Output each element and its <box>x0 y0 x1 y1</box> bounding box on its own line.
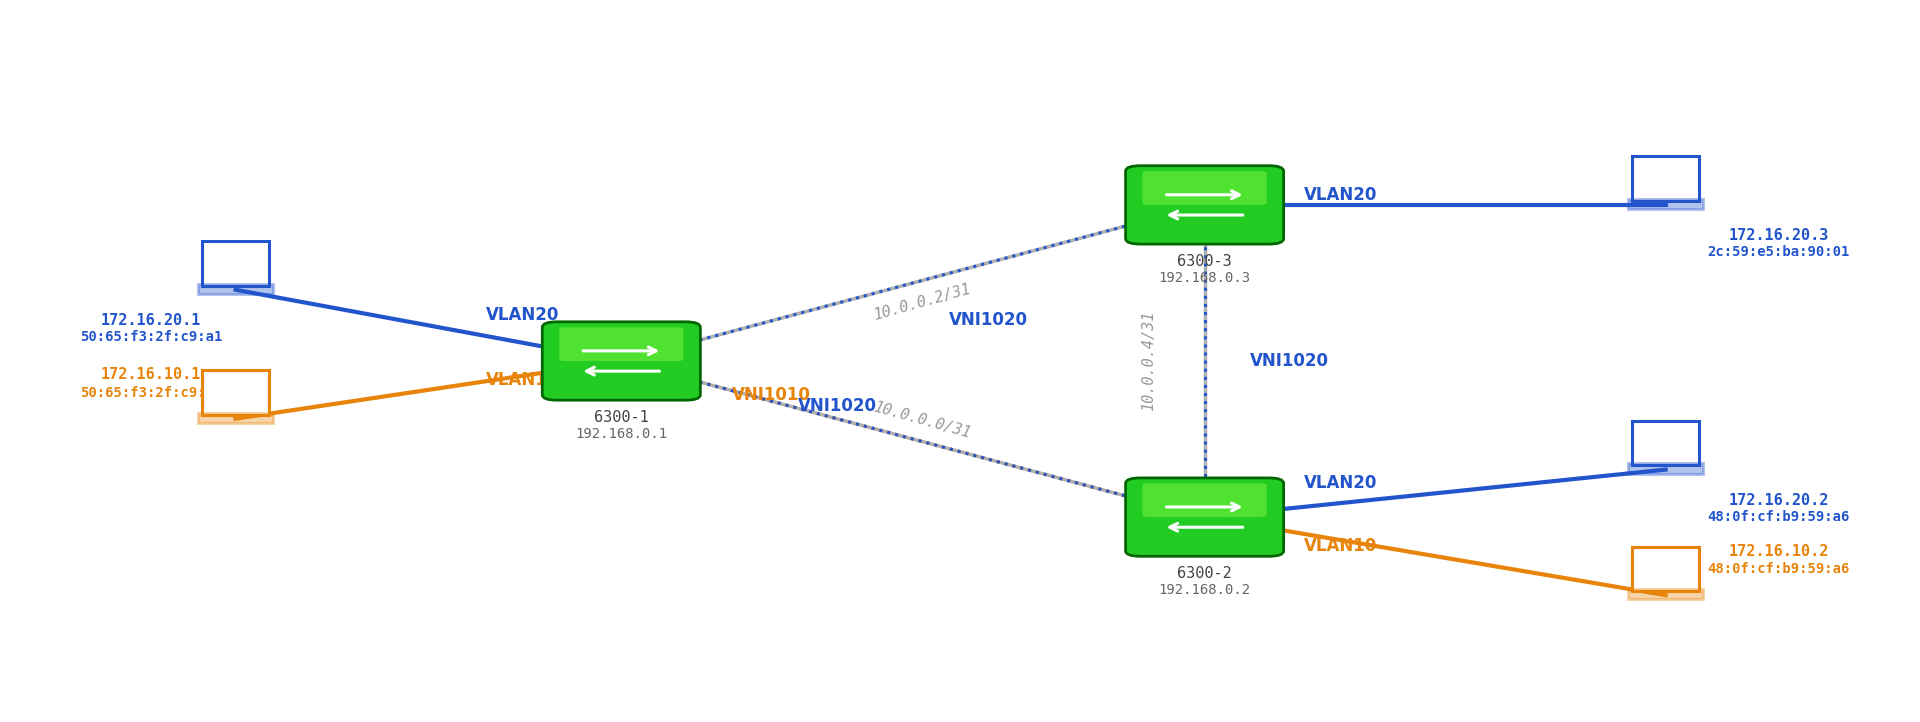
FancyBboxPatch shape <box>1632 157 1699 201</box>
Text: 48:0f:cf:b9:59:a6: 48:0f:cf:b9:59:a6 <box>1707 562 1849 576</box>
FancyBboxPatch shape <box>1125 478 1284 556</box>
Text: 2c:59:e5:ba:90:01: 2c:59:e5:ba:90:01 <box>1707 245 1849 259</box>
Text: 10.0.0.2/31: 10.0.0.2/31 <box>872 282 973 323</box>
Text: VLAN20: VLAN20 <box>486 306 559 324</box>
Text: VLAN10: VLAN10 <box>486 370 559 388</box>
FancyBboxPatch shape <box>559 327 684 361</box>
Text: 192.168.0.1: 192.168.0.1 <box>576 427 668 441</box>
Text: 48:0f:cf:b9:59:a6: 48:0f:cf:b9:59:a6 <box>1707 510 1849 524</box>
FancyBboxPatch shape <box>202 241 269 286</box>
Text: 172.16.20.2: 172.16.20.2 <box>1728 492 1828 508</box>
FancyBboxPatch shape <box>1628 464 1703 474</box>
Text: 10.0.0.0/31: 10.0.0.0/31 <box>872 399 973 440</box>
Text: 192.168.0.3: 192.168.0.3 <box>1158 271 1250 285</box>
Text: VNI1020: VNI1020 <box>948 311 1027 329</box>
FancyBboxPatch shape <box>1125 166 1284 244</box>
Text: VNI1020: VNI1020 <box>1250 352 1329 370</box>
Text: 6300-3: 6300-3 <box>1177 253 1233 269</box>
Text: 50:65:f3:2f:c9:a1: 50:65:f3:2f:c9:a1 <box>81 386 223 400</box>
Text: 172.16.10.2: 172.16.10.2 <box>1728 544 1828 559</box>
Text: 192.168.0.2: 192.168.0.2 <box>1158 583 1250 597</box>
FancyBboxPatch shape <box>541 322 701 400</box>
FancyBboxPatch shape <box>1628 199 1703 209</box>
Text: 50:65:f3:2f:c9:a1: 50:65:f3:2f:c9:a1 <box>81 330 223 344</box>
FancyBboxPatch shape <box>202 370 269 414</box>
Text: VNI1020: VNI1020 <box>799 398 877 415</box>
Text: VNI1010: VNI1010 <box>732 386 812 404</box>
FancyBboxPatch shape <box>198 412 273 423</box>
FancyBboxPatch shape <box>1632 547 1699 591</box>
FancyBboxPatch shape <box>1628 589 1703 599</box>
Text: 10.0.0.4/31: 10.0.0.4/31 <box>1140 310 1156 412</box>
Text: VLAN10: VLAN10 <box>1304 537 1379 555</box>
FancyBboxPatch shape <box>1142 483 1267 517</box>
Text: 6300-2: 6300-2 <box>1177 566 1233 580</box>
Text: VLAN20: VLAN20 <box>1304 186 1379 204</box>
Text: VLAN20: VLAN20 <box>1304 474 1379 492</box>
FancyBboxPatch shape <box>198 284 273 294</box>
Text: 172.16.10.1: 172.16.10.1 <box>100 367 202 382</box>
Text: 172.16.20.1: 172.16.20.1 <box>100 313 202 328</box>
FancyBboxPatch shape <box>1142 171 1267 205</box>
Text: 6300-1: 6300-1 <box>593 409 649 425</box>
Text: 172.16.20.3: 172.16.20.3 <box>1728 228 1828 243</box>
FancyBboxPatch shape <box>1632 421 1699 466</box>
